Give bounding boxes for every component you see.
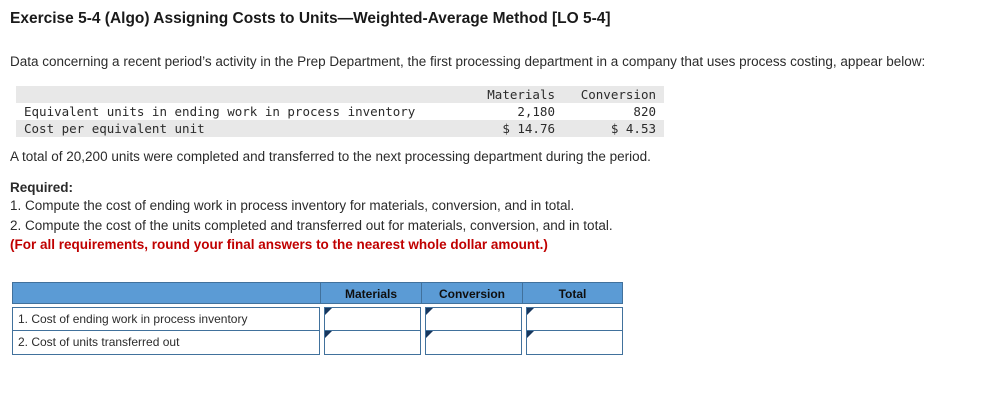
answer-table: Materials Conversion Total 1. Cost of en… xyxy=(12,282,624,355)
answer-input-r1-total[interactable] xyxy=(527,308,622,330)
answer-header-conversion: Conversion xyxy=(421,282,522,304)
answer-header-materials: Materials xyxy=(320,282,421,304)
answer-row-label: 1. Cost of ending work in process invent… xyxy=(12,307,320,331)
input-marker-icon xyxy=(325,308,332,315)
answer-row-ending-wip: 1. Cost of ending work in process invent… xyxy=(12,307,624,331)
answer-row-label: 2. Cost of units transferred out xyxy=(12,331,320,355)
materials-value: $ 14.76 xyxy=(462,119,563,137)
answer-cell xyxy=(425,307,522,331)
table-row: Equivalent units in ending work in proce… xyxy=(16,103,664,120)
answer-header-total: Total xyxy=(522,282,623,304)
materials-header: Materials xyxy=(462,85,563,103)
row-label: Cost per equivalent unit xyxy=(16,119,462,137)
page-title: Exercise 5-4 (Algo) Assigning Costs to U… xyxy=(10,10,611,27)
answer-cell xyxy=(526,331,623,355)
units-transferred-note: A total of 20,200 units were completed a… xyxy=(10,148,651,164)
materials-value: 2,180 xyxy=(517,103,555,119)
conversion-value: 820 xyxy=(633,103,656,119)
answer-cell xyxy=(324,331,421,355)
table-row: Cost per equivalent unit $ 14.76 $ 4.53 xyxy=(16,119,664,137)
conversion-value: $ 4.53 xyxy=(563,119,664,137)
row-label: Equivalent units in ending work in proce… xyxy=(24,103,416,119)
answer-cell xyxy=(324,307,421,331)
input-marker-icon xyxy=(426,308,433,315)
required-item-2: 2. Compute the cost of the units complet… xyxy=(10,217,613,233)
answer-input-r1-conversion[interactable] xyxy=(426,308,521,330)
answer-input-r2-total[interactable] xyxy=(527,331,622,354)
given-data-header-row: Materials Conversion xyxy=(16,85,664,103)
input-marker-icon xyxy=(325,331,332,338)
rounding-warning: (For all requirements, round your final … xyxy=(10,237,548,252)
answer-table-header-row: Materials Conversion Total xyxy=(12,282,624,304)
answer-input-r2-materials[interactable] xyxy=(325,331,420,354)
answer-cell xyxy=(526,307,623,331)
conversion-header: Conversion xyxy=(563,85,664,103)
empty-header-cell xyxy=(16,85,462,103)
answer-cell xyxy=(425,331,522,355)
given-data-table: Materials Conversion Equivalent units in… xyxy=(16,85,664,137)
input-marker-icon xyxy=(527,308,534,315)
required-heading: Required: xyxy=(10,179,74,195)
intro-text: Data concerning a recent period’s activi… xyxy=(10,54,926,69)
answer-row-transferred-out: 2. Cost of units transferred out xyxy=(12,331,624,355)
input-marker-icon xyxy=(426,331,433,338)
answer-header-empty xyxy=(12,282,320,304)
input-marker-icon xyxy=(527,331,534,338)
required-item-1: 1. Compute the cost of ending work in pr… xyxy=(10,197,575,213)
answer-input-r1-materials[interactable] xyxy=(325,308,420,330)
exercise-page: Exercise 5-4 (Algo) Assigning Costs to U… xyxy=(10,10,975,355)
answer-input-r2-conversion[interactable] xyxy=(426,331,521,354)
